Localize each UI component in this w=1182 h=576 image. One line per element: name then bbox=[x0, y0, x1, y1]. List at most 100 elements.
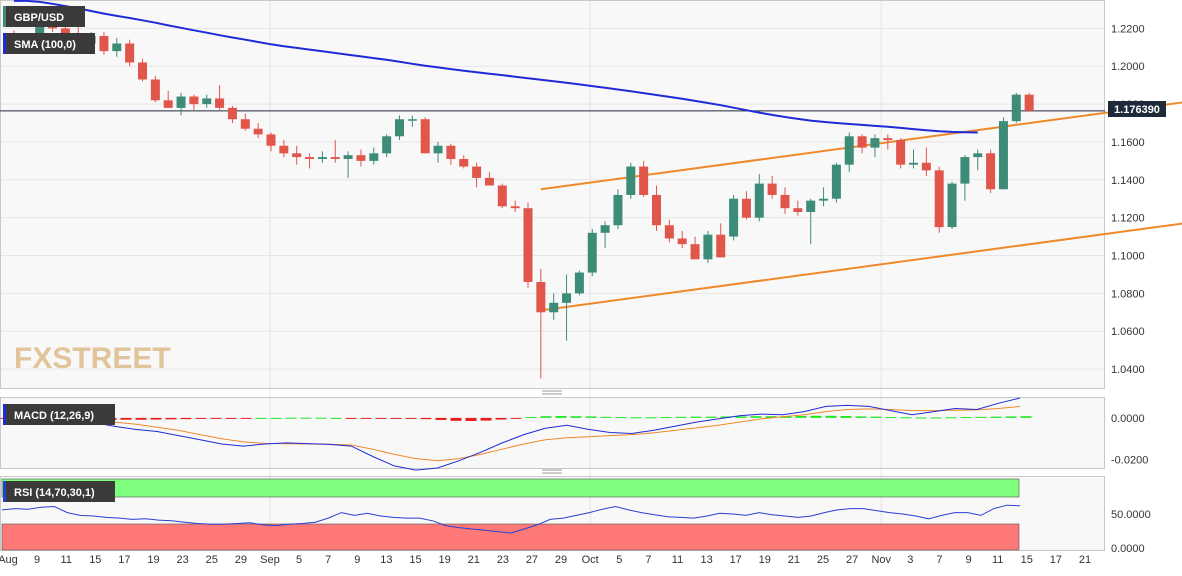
macd-histogram-bar bbox=[525, 417, 537, 419]
date-axis-tick: 19 bbox=[759, 554, 771, 566]
date-axis-tick: 17 bbox=[1050, 554, 1062, 566]
candle-bearish bbox=[857, 136, 867, 148]
candle-bearish bbox=[138, 62, 147, 80]
candle-bearish bbox=[279, 145, 289, 154]
macd-histogram-bar bbox=[450, 417, 462, 421]
macd-histogram-bar bbox=[405, 417, 417, 419]
macd-histogram-bar bbox=[915, 417, 927, 419]
candle-bearish bbox=[446, 145, 456, 159]
date-axis-tick: 15 bbox=[1021, 554, 1033, 566]
rsi-legend-label[interactable]: RSI (14,70,30,1) bbox=[3, 481, 115, 502]
candle-bearish bbox=[189, 96, 199, 105]
macd-histogram-bar bbox=[810, 415, 822, 418]
candle-bullish bbox=[35, 20, 45, 40]
candle-bullish bbox=[176, 96, 186, 108]
macd-histogram-bar bbox=[495, 417, 507, 420]
macd-histogram-bar bbox=[165, 417, 177, 420]
macd-histogram-bar bbox=[615, 417, 627, 419]
macd-histogram-bar bbox=[840, 416, 852, 418]
candle-bearish bbox=[639, 166, 649, 195]
candle-bearish bbox=[227, 107, 237, 120]
candle-bearish bbox=[150, 79, 160, 101]
candle-bullish bbox=[703, 234, 713, 260]
candle-bearish bbox=[1024, 94, 1034, 111]
macd-histogram-bar bbox=[465, 417, 477, 422]
macd-histogram-bar bbox=[630, 417, 642, 419]
symbol-label[interactable]: GBP/USD bbox=[3, 6, 85, 27]
macd-histogram-bar bbox=[150, 417, 162, 420]
candle-bullish bbox=[960, 157, 970, 184]
candle-bullish bbox=[831, 164, 841, 199]
candle-bullish bbox=[382, 136, 392, 154]
macd-histogram-bar bbox=[975, 416, 987, 418]
sma-legend-label[interactable]: SMA (100,0) bbox=[3, 33, 95, 54]
rsi-oversold-band bbox=[1, 523, 1020, 551]
candle-bearish bbox=[690, 244, 700, 260]
macd-histogram-bar bbox=[690, 416, 702, 418]
date-axis-tick: 13 bbox=[700, 554, 712, 566]
macd-histogram-bar bbox=[375, 417, 387, 419]
candle-bullish bbox=[909, 162, 918, 165]
candle-bullish bbox=[613, 194, 623, 226]
macd-histogram-bar bbox=[675, 416, 687, 418]
date-axis-tick: 19 bbox=[438, 554, 450, 566]
price-axis-tick: 1.0600 bbox=[1111, 326, 1145, 338]
price-panel-bg bbox=[0, 0, 1105, 388]
price-axis-tick: 1.2000 bbox=[1111, 61, 1145, 73]
date-axis-tick: 7 bbox=[645, 554, 651, 566]
candle-bullish bbox=[549, 302, 559, 313]
date-axis-tick: Oct bbox=[582, 554, 599, 566]
candle-bearish bbox=[523, 208, 533, 283]
date-axis-tick: 25 bbox=[817, 554, 829, 566]
svg-text:SMA (100,0): SMA (100,0) bbox=[14, 39, 76, 51]
macd-histogram-bar bbox=[870, 416, 882, 418]
macd-legend-label[interactable]: MACD (12,26,9) bbox=[3, 404, 115, 425]
current-price-badge: 1.176390 bbox=[1108, 101, 1166, 117]
candle-bearish bbox=[266, 134, 276, 146]
macd-histogram-bar bbox=[885, 417, 897, 419]
macd-histogram-bar bbox=[225, 417, 237, 419]
macd-histogram-bar bbox=[600, 416, 612, 418]
candle-bullish bbox=[369, 153, 379, 161]
candle-bearish bbox=[99, 35, 109, 52]
candle-bullish bbox=[870, 138, 880, 148]
candle-bearish bbox=[125, 43, 135, 63]
macd-histogram-bar bbox=[900, 417, 912, 419]
candle-bullish bbox=[819, 198, 829, 201]
date-axis-tick: Aug bbox=[0, 554, 18, 566]
candle-bullish bbox=[729, 198, 739, 237]
macd-histogram-bar bbox=[420, 417, 432, 420]
macd-histogram-bar bbox=[345, 417, 357, 419]
candle-bearish bbox=[292, 153, 302, 158]
macd-panel-resize-handle[interactable] bbox=[542, 469, 562, 474]
price-panel-resize-handle[interactable] bbox=[542, 390, 562, 395]
date-axis-tick: 27 bbox=[846, 554, 858, 566]
date-axis-tick: 5 bbox=[296, 554, 302, 566]
macd-histogram-bar bbox=[180, 417, 192, 420]
candle-bearish bbox=[883, 138, 893, 141]
candle-bearish bbox=[716, 234, 726, 258]
date-axis-tick: 17 bbox=[730, 554, 742, 566]
macd-histogram-bar bbox=[765, 416, 777, 418]
candle-bearish bbox=[536, 282, 546, 313]
macd-line bbox=[5, 397, 1021, 471]
candle-bearish bbox=[240, 119, 250, 129]
date-axis-tick: 9 bbox=[354, 554, 360, 566]
candle-bearish bbox=[767, 183, 777, 195]
candle-bearish bbox=[305, 157, 315, 159]
date-axis-tick: 21 bbox=[1079, 554, 1091, 566]
date-axis-tick: 25 bbox=[206, 554, 218, 566]
macd-histogram-bar bbox=[720, 416, 732, 418]
candle-bearish bbox=[330, 157, 340, 159]
macd-axis-tick: -0.0200 bbox=[1111, 455, 1148, 467]
macd-histogram-bar bbox=[945, 417, 957, 419]
macd-histogram-bar bbox=[960, 417, 972, 419]
macd-histogram-bar bbox=[555, 416, 567, 418]
candle-bullish bbox=[574, 272, 584, 294]
candle-bearish bbox=[652, 194, 661, 226]
price-panel-border bbox=[0, 0, 1105, 389]
date-axis-tick: 23 bbox=[497, 554, 509, 566]
macd-histogram-bar bbox=[270, 417, 282, 419]
candle-bearish bbox=[459, 158, 469, 167]
